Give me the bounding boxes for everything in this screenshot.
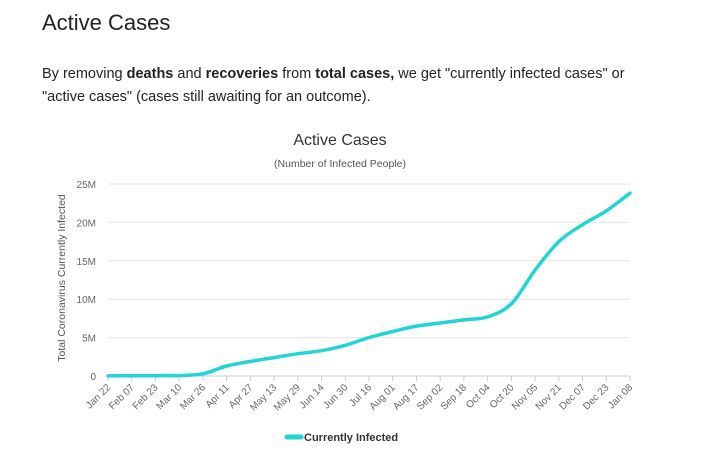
series-line-currently-infected[interactable] xyxy=(106,191,632,378)
y-tick-labels: 0 5M 10M 15M 20M 25M xyxy=(77,180,97,383)
data-point[interactable] xyxy=(391,329,395,334)
intro-text-2: and xyxy=(173,66,206,82)
data-point[interactable] xyxy=(486,315,490,319)
y-tick-label: 5M xyxy=(82,334,96,345)
data-point[interactable] xyxy=(272,355,276,360)
y-tick-label: 0 xyxy=(90,372,96,383)
chart-svg: Active Cases (Number of Infected People)… xyxy=(56,132,635,444)
intro-text-4: we get "currently infected cases" or "ac… xyxy=(42,66,625,105)
chart-title: Active Cases xyxy=(293,132,386,149)
data-point[interactable] xyxy=(604,209,608,213)
x-tick-label: Mar 26 xyxy=(178,382,208,412)
data-point[interactable] xyxy=(414,324,419,328)
data-point[interactable] xyxy=(343,343,347,347)
x-tick-label: Jun 14 xyxy=(298,382,327,411)
series-layer xyxy=(106,191,632,378)
data-point[interactable] xyxy=(130,374,134,378)
y-tick-label: 25M xyxy=(77,180,96,191)
x-tick-label: Sep 18 xyxy=(439,382,469,412)
x-tick-label: Jun 30 xyxy=(321,382,350,411)
intro-bold-total-cases: total cases, xyxy=(315,66,395,82)
section-heading: Active Cases xyxy=(42,10,171,35)
x-tick-label: May 29 xyxy=(272,382,303,413)
data-point[interactable] xyxy=(201,372,205,376)
data-point[interactable] xyxy=(628,191,632,195)
x-tick-label: Mar 10 xyxy=(155,382,185,412)
x-tick-label: Apr 11 xyxy=(204,382,232,410)
y-tick-label: 10M xyxy=(77,295,96,306)
data-point[interactable] xyxy=(106,374,110,378)
y-tick-label: 15M xyxy=(77,257,96,268)
x-tick-label: Feb 07 xyxy=(107,382,137,412)
data-point[interactable] xyxy=(462,318,466,322)
legend-label: Currently Infected xyxy=(304,432,398,444)
data-point[interactable] xyxy=(319,349,324,353)
data-point[interactable] xyxy=(248,359,252,364)
intro-text-1: By removing xyxy=(42,66,127,82)
data-point[interactable] xyxy=(153,374,158,378)
x-tick-label: Jan 08 xyxy=(606,382,635,411)
data-point[interactable] xyxy=(580,223,585,227)
intro-bold-deaths: deaths xyxy=(126,66,174,82)
legend[interactable]: Currently Infected xyxy=(284,432,398,444)
data-point[interactable] xyxy=(557,240,561,244)
y-tick-label: 20M xyxy=(77,218,96,229)
x-tick-label: Dec 23 xyxy=(581,382,611,412)
grid-layer xyxy=(108,183,630,377)
data-point[interactable] xyxy=(177,373,181,378)
active-cases-chart: Active Cases (Number of Infected People)… xyxy=(0,118,702,471)
data-point[interactable] xyxy=(509,302,513,306)
x-tick-label: Oct 04 xyxy=(464,382,493,411)
y-axis-label: Total Coronavirus Currently Infected xyxy=(56,194,68,362)
intro-paragraph: By removing deaths and recoveries from t… xyxy=(42,63,662,109)
intro-text-3: from xyxy=(278,66,316,82)
data-point[interactable] xyxy=(438,321,442,325)
data-point[interactable] xyxy=(296,352,300,356)
data-point[interactable] xyxy=(225,364,229,368)
chart-subtitle: (Number of Infected People) xyxy=(274,158,406,170)
data-point[interactable] xyxy=(533,268,537,272)
data-point[interactable] xyxy=(367,336,371,340)
x-tick-label: Feb 23 xyxy=(131,382,161,412)
intro-bold-recoveries: recoveries xyxy=(205,66,279,82)
